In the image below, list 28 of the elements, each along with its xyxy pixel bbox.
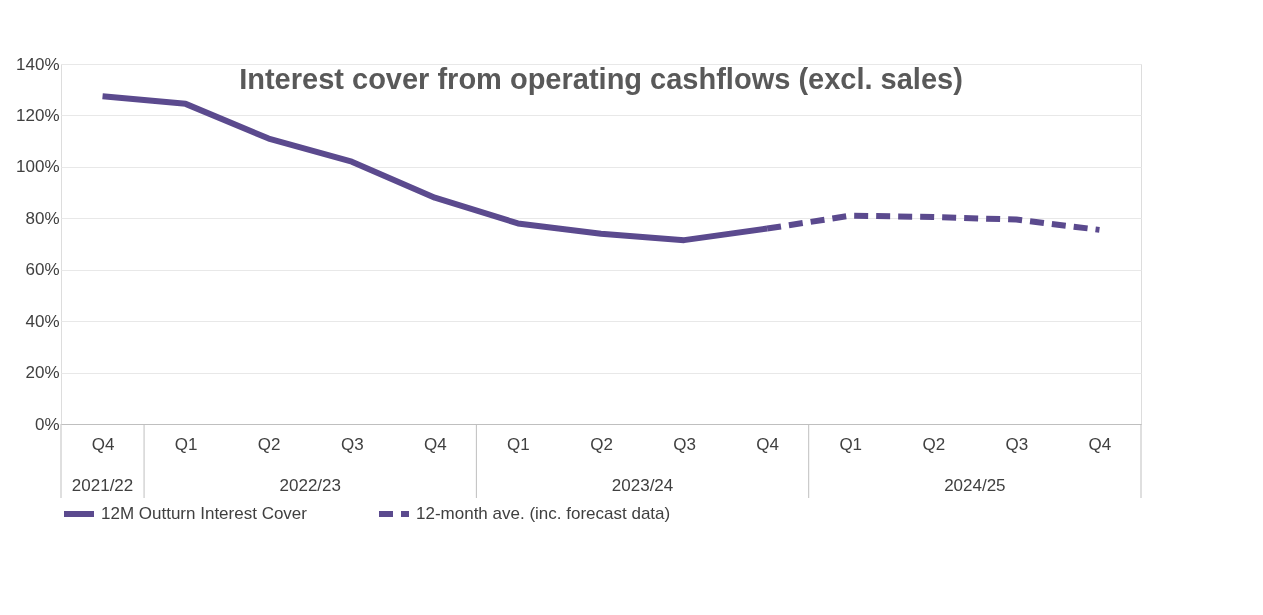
x-tick-label: Q1 <box>174 434 198 454</box>
x-tick-label: Q4 <box>756 434 779 454</box>
y-tick-label: 80% <box>25 208 60 228</box>
y-tick-label: 20% <box>25 363 60 383</box>
x-tick-label: Q1 <box>839 434 863 454</box>
x-tick-label: Q2 <box>257 434 281 454</box>
y-tick-label: 60% <box>25 260 60 280</box>
x-tick-label: Q4 <box>1088 434 1112 454</box>
x-tick-label: Q4 <box>91 434 115 454</box>
x-tick-label: Q4 <box>424 434 447 454</box>
x-tick-label: Q1 <box>507 434 530 454</box>
text: 2022/23 <box>279 476 341 495</box>
x-tick-label: Q2 <box>590 434 613 454</box>
text: 2021/22 <box>71 476 134 495</box>
y-tick-label: 140% <box>16 54 60 74</box>
x-tick-label: Q2 <box>922 434 946 454</box>
text: 2024/25 <box>944 476 1006 495</box>
x-tick-label: Q3 <box>340 434 364 454</box>
x-tick-label: Q3 <box>1005 434 1029 454</box>
chart-title: Interest cover from operating cashflows (excl. sales) <box>239 63 963 95</box>
y-tick-label: 0% <box>34 414 60 434</box>
x-tick-label: Q3 <box>673 434 696 454</box>
text: 2023/24 <box>611 476 674 495</box>
y-tick-label: 120% <box>16 105 60 125</box>
legend-label: 12-month ave. (inc. forecast data) <box>416 504 671 523</box>
y-tick-label: 100% <box>16 157 60 177</box>
y-tick-label: 40% <box>25 311 60 331</box>
legend-label: 12M Outturn Interest Cover <box>101 504 308 523</box>
